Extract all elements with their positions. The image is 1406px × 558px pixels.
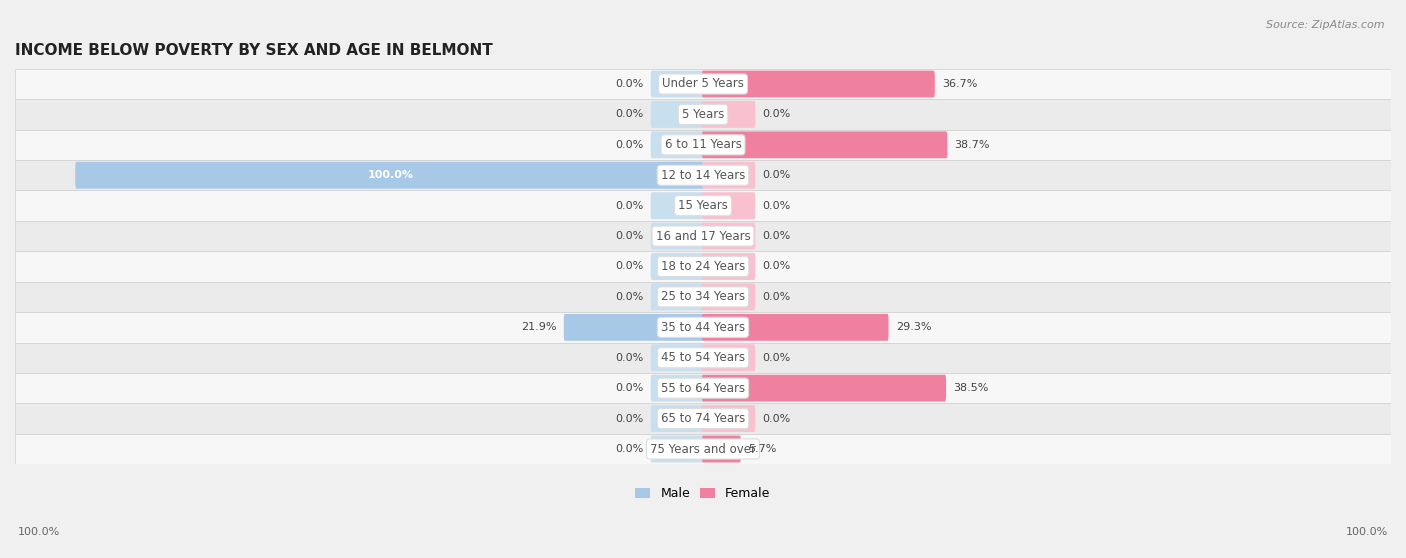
FancyBboxPatch shape: [651, 344, 704, 371]
FancyBboxPatch shape: [702, 131, 948, 158]
FancyBboxPatch shape: [651, 405, 704, 432]
FancyBboxPatch shape: [651, 436, 704, 463]
Text: 16 and 17 Years: 16 and 17 Years: [655, 229, 751, 243]
FancyBboxPatch shape: [702, 162, 755, 189]
FancyBboxPatch shape: [564, 314, 704, 341]
FancyBboxPatch shape: [702, 344, 755, 371]
FancyBboxPatch shape: [702, 405, 755, 432]
Text: 100.0%: 100.0%: [1346, 527, 1388, 537]
Text: 35 to 44 Years: 35 to 44 Years: [661, 321, 745, 334]
Text: 0.0%: 0.0%: [762, 170, 790, 180]
Text: 0.0%: 0.0%: [616, 444, 644, 454]
FancyBboxPatch shape: [651, 283, 704, 310]
Text: 36.7%: 36.7%: [942, 79, 977, 89]
Text: 21.9%: 21.9%: [522, 323, 557, 333]
FancyBboxPatch shape: [702, 253, 755, 280]
FancyBboxPatch shape: [651, 192, 704, 219]
Text: INCOME BELOW POVERTY BY SEX AND AGE IN BELMONT: INCOME BELOW POVERTY BY SEX AND AGE IN B…: [15, 43, 492, 58]
FancyBboxPatch shape: [651, 101, 704, 128]
Text: 0.0%: 0.0%: [616, 201, 644, 211]
Text: 0.0%: 0.0%: [616, 262, 644, 272]
Text: 45 to 54 Years: 45 to 54 Years: [661, 351, 745, 364]
Text: 0.0%: 0.0%: [616, 383, 644, 393]
Bar: [15, 251, 1391, 282]
Bar: [15, 403, 1391, 434]
Text: 0.0%: 0.0%: [616, 79, 644, 89]
Bar: [15, 282, 1391, 312]
Text: 100.0%: 100.0%: [367, 170, 413, 180]
Text: 0.0%: 0.0%: [762, 231, 790, 241]
Bar: [15, 69, 1391, 99]
Text: 5 Years: 5 Years: [682, 108, 724, 121]
Text: 0.0%: 0.0%: [762, 353, 790, 363]
Text: 5.7%: 5.7%: [748, 444, 776, 454]
Text: 75 Years and over: 75 Years and over: [650, 442, 756, 455]
Text: 0.0%: 0.0%: [616, 140, 644, 150]
FancyBboxPatch shape: [702, 70, 935, 98]
Text: 0.0%: 0.0%: [762, 292, 790, 302]
Legend: Male, Female: Male, Female: [630, 483, 776, 506]
Bar: [15, 312, 1391, 343]
FancyBboxPatch shape: [651, 131, 704, 158]
FancyBboxPatch shape: [651, 375, 704, 402]
FancyBboxPatch shape: [702, 314, 889, 341]
FancyBboxPatch shape: [702, 223, 755, 249]
Text: 0.0%: 0.0%: [762, 413, 790, 424]
Text: 38.7%: 38.7%: [955, 140, 990, 150]
Text: 18 to 24 Years: 18 to 24 Years: [661, 260, 745, 273]
Text: 29.3%: 29.3%: [896, 323, 931, 333]
Text: 0.0%: 0.0%: [616, 413, 644, 424]
Text: 0.0%: 0.0%: [616, 353, 644, 363]
Text: Source: ZipAtlas.com: Source: ZipAtlas.com: [1267, 20, 1385, 30]
FancyBboxPatch shape: [702, 375, 946, 402]
Bar: [15, 434, 1391, 464]
Text: 0.0%: 0.0%: [616, 292, 644, 302]
Bar: [15, 129, 1391, 160]
Text: 0.0%: 0.0%: [616, 109, 644, 119]
Text: 55 to 64 Years: 55 to 64 Years: [661, 382, 745, 395]
FancyBboxPatch shape: [651, 70, 704, 98]
Bar: [15, 373, 1391, 403]
Text: 0.0%: 0.0%: [762, 109, 790, 119]
Text: 38.5%: 38.5%: [953, 383, 988, 393]
Text: 0.0%: 0.0%: [616, 231, 644, 241]
Text: 12 to 14 Years: 12 to 14 Years: [661, 169, 745, 182]
Text: 65 to 74 Years: 65 to 74 Years: [661, 412, 745, 425]
FancyBboxPatch shape: [76, 162, 704, 189]
Text: 0.0%: 0.0%: [762, 262, 790, 272]
FancyBboxPatch shape: [702, 192, 755, 219]
Text: 0.0%: 0.0%: [762, 201, 790, 211]
Bar: [15, 221, 1391, 251]
Text: Under 5 Years: Under 5 Years: [662, 78, 744, 90]
Text: 15 Years: 15 Years: [678, 199, 728, 212]
Text: 100.0%: 100.0%: [18, 527, 60, 537]
Bar: [15, 190, 1391, 221]
Text: 25 to 34 Years: 25 to 34 Years: [661, 290, 745, 304]
FancyBboxPatch shape: [651, 223, 704, 249]
FancyBboxPatch shape: [702, 101, 755, 128]
Bar: [15, 160, 1391, 190]
FancyBboxPatch shape: [651, 253, 704, 280]
FancyBboxPatch shape: [702, 436, 741, 463]
FancyBboxPatch shape: [702, 283, 755, 310]
Bar: [15, 99, 1391, 129]
Bar: [15, 343, 1391, 373]
Text: 6 to 11 Years: 6 to 11 Years: [665, 138, 741, 151]
